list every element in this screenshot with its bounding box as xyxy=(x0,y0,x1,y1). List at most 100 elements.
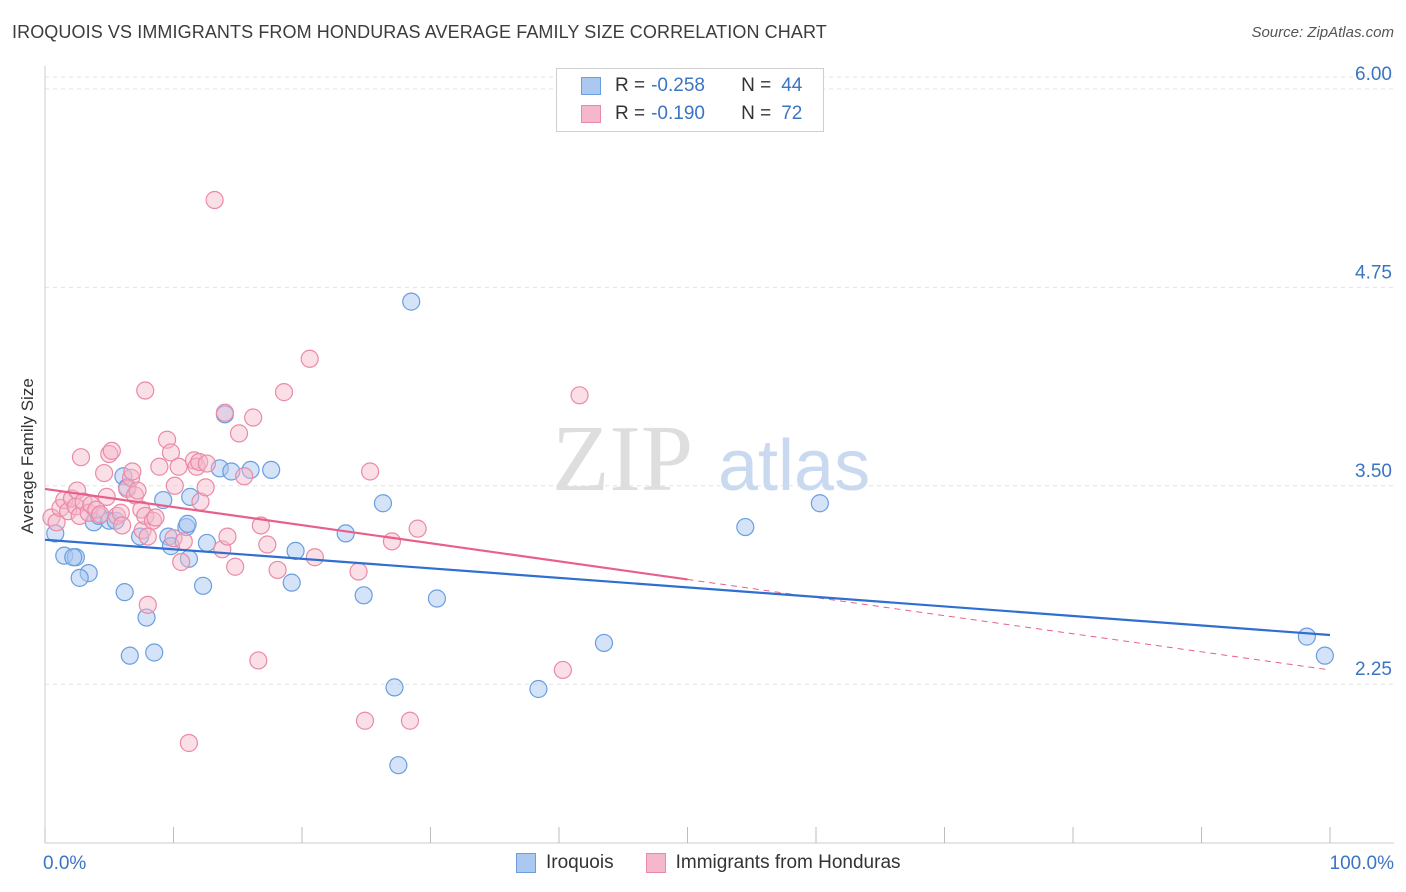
gridlines xyxy=(45,76,1394,685)
honduras-point xyxy=(218,527,237,546)
iroquois-point xyxy=(178,514,197,533)
y-tick-label: 3.50 xyxy=(1355,461,1392,482)
axes xyxy=(44,66,1394,844)
honduras-point xyxy=(400,711,420,730)
honduras-point xyxy=(215,403,234,422)
watermark-atlas: atlas xyxy=(718,426,870,506)
honduras-point xyxy=(143,511,163,530)
honduras-point xyxy=(172,552,191,572)
iroquois-point xyxy=(529,679,548,699)
honduras-point xyxy=(553,660,572,680)
iroquois-point xyxy=(402,292,421,311)
legend-item-iroquois[interactable]: Iroquois xyxy=(516,852,614,874)
honduras-point xyxy=(258,535,277,554)
n-value-honduras: 72 xyxy=(781,103,803,124)
legend-label-honduras: Immigrants from Honduras xyxy=(675,852,901,873)
honduras-point xyxy=(249,651,268,670)
iroquois-point xyxy=(336,524,355,543)
honduras-point xyxy=(179,733,199,753)
legend-swatch-pink xyxy=(581,105,601,123)
honduras-point xyxy=(112,516,132,535)
honduras-point xyxy=(123,462,142,481)
iroquois-point xyxy=(594,633,614,653)
r-value-honduras: -0.190 xyxy=(651,103,705,124)
honduras-point xyxy=(165,476,184,495)
watermark-zip: ZIP xyxy=(552,407,693,511)
legend-row-honduras: R = -0.190 N = 72 xyxy=(581,101,802,127)
r-label: R = xyxy=(615,103,646,124)
iroquois-point xyxy=(64,548,83,567)
trend-lines xyxy=(44,487,1331,671)
honduras-point xyxy=(268,560,287,580)
chart-title: IROQUOIS VS IMMIGRANTS FROM HONDURAS AVE… xyxy=(12,22,827,42)
honduras-point xyxy=(128,481,147,500)
honduras-point xyxy=(102,441,121,460)
honduras-point xyxy=(187,457,206,476)
iroquois-point xyxy=(262,460,281,480)
honduras-point xyxy=(169,457,188,476)
honduras-point xyxy=(95,463,114,483)
legend-swatch-honduras xyxy=(645,853,666,873)
n-label: N = xyxy=(741,103,772,124)
r-value-iroquois: -0.258 xyxy=(651,75,705,96)
honduras-point xyxy=(305,548,324,567)
y-tick-label: 6.00 xyxy=(1355,64,1392,85)
watermark: ZIP atlas xyxy=(552,407,870,511)
honduras-point xyxy=(244,408,263,427)
x-tick-label-min: 0.0% xyxy=(43,853,86,874)
x-tick-labels: 0.0% 100.0% xyxy=(43,853,1394,874)
honduras-point xyxy=(47,513,66,532)
y-tick-labels: 2.25 3.50 4.75 6.00 xyxy=(1355,64,1392,680)
y-tick-label: 2.25 xyxy=(1355,659,1392,680)
series-legend: Iroquois Immigrants from Honduras xyxy=(516,852,933,874)
honduras-point xyxy=(91,505,110,524)
honduras-points xyxy=(42,190,589,753)
honduras-point xyxy=(300,349,319,368)
honduras-point xyxy=(382,532,402,551)
honduras-point xyxy=(161,443,181,462)
x-tick-label-max: 100.0% xyxy=(1330,853,1395,874)
iroquois-point xyxy=(197,533,217,553)
iroquois-point xyxy=(120,646,139,665)
legend-item-honduras[interactable]: Immigrants from Honduras xyxy=(645,852,901,874)
honduras-point xyxy=(361,462,380,481)
honduras-point xyxy=(138,527,157,546)
honduras-point xyxy=(71,448,91,467)
iroquois-point xyxy=(70,568,89,587)
legend-swatch-blue xyxy=(581,77,601,95)
iroquois-trend-line xyxy=(44,538,1331,637)
iroquois-point xyxy=(736,517,755,537)
honduras-point xyxy=(226,557,245,576)
n-value-iroquois: 44 xyxy=(781,75,803,96)
iroquois-point xyxy=(282,573,301,592)
iroquois-point xyxy=(427,589,447,608)
honduras-point xyxy=(570,386,589,405)
y-axis-label: Average Family Size xyxy=(18,378,37,534)
honduras-point xyxy=(136,381,155,400)
honduras-point xyxy=(174,532,193,551)
iroquois-point xyxy=(181,487,200,506)
legend-row-iroquois: R = -0.258 N = 44 xyxy=(581,73,802,99)
iroquois-point xyxy=(389,756,408,775)
iroquois-point xyxy=(193,576,213,595)
honduras-point xyxy=(100,444,119,464)
iroquois-point xyxy=(1315,646,1334,665)
legend-swatch-iroquois xyxy=(516,853,536,873)
y-tick-label: 4.75 xyxy=(1355,262,1392,283)
iroquois-point xyxy=(145,643,164,662)
legend-label-iroquois: Iroquois xyxy=(546,852,614,873)
iroquois-point xyxy=(810,494,829,513)
honduras-point xyxy=(235,467,254,486)
honduras-point xyxy=(197,454,217,473)
honduras-point xyxy=(138,595,157,614)
honduras-point xyxy=(146,508,165,527)
honduras-point xyxy=(196,478,215,497)
chart-source: Source: ZipAtlas.com xyxy=(1251,24,1394,41)
honduras-trend-extension xyxy=(687,578,1331,671)
honduras-trend-line xyxy=(44,487,688,581)
correlation-legend: R = -0.258 N = 44 R = -0.190 N = 72 xyxy=(556,68,824,132)
r-label: R = xyxy=(615,75,646,96)
honduras-point xyxy=(150,457,169,476)
honduras-point xyxy=(349,562,368,581)
